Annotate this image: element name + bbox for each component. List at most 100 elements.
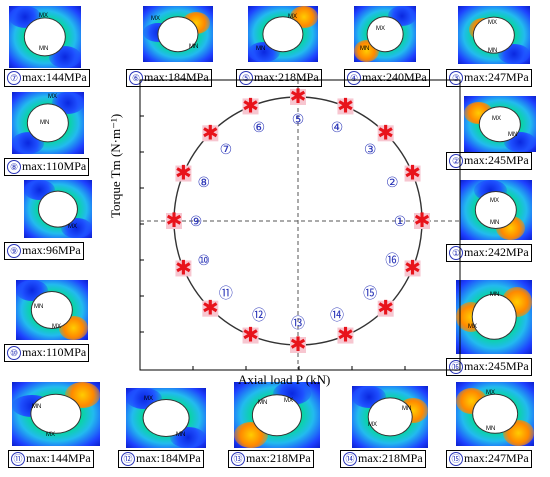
marker-halo xyxy=(377,300,394,317)
contour-tag: MN xyxy=(176,432,186,438)
contour-tag: MN xyxy=(360,46,370,52)
panel-label: ⑮ max:247MPa xyxy=(446,450,532,468)
marker-halo xyxy=(166,213,182,229)
marker-halo xyxy=(290,89,306,105)
contour-tag: MN xyxy=(39,46,49,52)
load-point-marker: ✱ xyxy=(404,161,421,185)
contour-tag: MN xyxy=(402,406,412,412)
panel-number: ⑯ xyxy=(449,360,463,374)
load-point-label: ⑫ xyxy=(252,308,266,324)
panel-max: max:144MPa xyxy=(26,451,91,465)
panel-14: MX MN ⑭ max:218MPa xyxy=(338,382,442,472)
panel-number: ⑤ xyxy=(239,71,253,85)
panel-number: ⑪ xyxy=(11,452,25,466)
load-point-marker: ✱ xyxy=(377,296,394,320)
panel-label: ① max:242MPa xyxy=(446,244,532,262)
contour-tag: MX xyxy=(468,324,477,330)
load-point-marker: ✱ xyxy=(242,93,259,117)
stress-contour-11: MN MX xyxy=(12,382,100,446)
panel-max: max:110MPa xyxy=(22,345,87,359)
panel-label: ⑯ max:245MPa xyxy=(446,358,532,376)
panel-number: ⑭ xyxy=(343,452,357,466)
stress-contour-12: MX MN xyxy=(126,388,206,448)
marker-halo xyxy=(404,260,421,277)
contour-tag: MN xyxy=(508,132,518,138)
marker-halo xyxy=(202,300,219,317)
contour-tag: MX xyxy=(144,396,153,402)
marker-halo xyxy=(175,260,192,277)
x-axis-label: Axial load P (kN) xyxy=(238,372,331,387)
panel-4: MX MN ④ max:240MPa xyxy=(344,6,438,90)
panel-9: MX ⑨ max:96MPa xyxy=(4,180,94,264)
panel-max: max:245MPa xyxy=(464,153,529,167)
panel-max: max:184MPa xyxy=(136,451,201,465)
load-point-label: ⑯ xyxy=(385,253,399,269)
panel-11: MN MX ⑪ max:144MPa xyxy=(4,382,108,472)
load-point-marker: ✱ xyxy=(290,84,307,108)
contour-tag: MX xyxy=(376,26,385,32)
stress-contour-9: MX xyxy=(24,180,92,238)
contour-tag: MX xyxy=(48,94,57,100)
panel-max: max:245MPa xyxy=(464,359,529,373)
contour-tag: MN xyxy=(256,46,266,52)
panel-number: ⑮ xyxy=(449,452,463,466)
panel-number: ⑦ xyxy=(7,71,21,85)
panel-max: max:218MPa xyxy=(358,451,423,465)
panel-number: ⑩ xyxy=(7,346,21,360)
panel-label: ⑧ max:110MPa xyxy=(4,158,90,176)
marker-halo xyxy=(242,327,259,344)
contour-tag: MX xyxy=(490,198,499,204)
y-axis-label: Torque Tm (N·m⁻¹) xyxy=(108,113,123,218)
load-point-label: ⑨ xyxy=(190,214,203,230)
contour-tag: MN xyxy=(490,220,500,226)
stress-contour-1: MX MN xyxy=(460,180,532,240)
panel-label: ⑪ max:144MPa xyxy=(8,450,94,468)
load-point-label: ⑭ xyxy=(330,308,344,324)
contour-tag: MX xyxy=(46,432,55,438)
panel-max: max:144MPa xyxy=(22,70,87,84)
stress-contour-14: MX MN xyxy=(352,386,428,448)
panel-7: MX MN ⑦ max:144MPa xyxy=(4,6,90,90)
panel-16: MX MN ⑯ max:245MPa xyxy=(446,280,546,376)
panel-number: ⑬ xyxy=(231,452,245,466)
contour-tag: MX xyxy=(68,224,77,230)
panel-max: max:110MPa xyxy=(22,159,87,173)
stress-contour-4: MX MN xyxy=(354,6,416,62)
panel-6: MX MN ⑥ max:184MPa xyxy=(126,6,220,90)
panel-label: ② max:245MPa xyxy=(446,152,532,170)
stress-contour-5: MX MN xyxy=(248,6,318,62)
load-point-marker: ✱ xyxy=(290,332,307,356)
panel-max: max:96MPa xyxy=(22,243,81,257)
marker-halo xyxy=(337,327,354,344)
stress-contour-16: MX MN xyxy=(456,280,532,354)
panel-max: max:242MPa xyxy=(464,245,529,259)
marker-halo xyxy=(175,165,192,182)
load-point-marker: ✱ xyxy=(166,208,183,232)
marker-halo xyxy=(290,337,306,353)
panel-label: ③ max:247MPa xyxy=(446,69,532,87)
marker-halo xyxy=(377,125,394,142)
contour-tag: MX xyxy=(52,324,61,330)
load-path-diagram: ✱①✱②✱③✱④✱⑤✱⑥✱⑦✱ ⑧✱ ⑨✱ ⑩✱⑪✱⑫✱⑬ ✱⑭ ✱⑮✱⑯ xyxy=(139,79,461,371)
load-point-marker: ✱ xyxy=(175,161,192,185)
panel-label: ⑩ max:110MPa xyxy=(4,344,90,362)
load-point-marker: ✱ xyxy=(377,120,394,144)
stress-contour-13: MX MN xyxy=(234,382,320,448)
contour-tag: MN xyxy=(258,400,268,406)
stress-contour-7: MX MN xyxy=(9,6,81,68)
load-point-label: ⑧ xyxy=(197,175,210,191)
stress-contour-10: MN MX xyxy=(16,280,88,340)
load-point-marker: ✱ xyxy=(414,208,431,232)
contour-tag: MN xyxy=(40,120,50,126)
panel-number: ⑥ xyxy=(129,71,143,85)
panel-number: ① xyxy=(449,246,463,260)
panel-number: ③ xyxy=(449,71,463,85)
load-point-label: ② xyxy=(386,175,399,191)
stress-contour-8: MX MN xyxy=(12,92,84,154)
panel-12: MX MN ⑫ max:184MPa xyxy=(116,382,220,472)
contour-tag: MX xyxy=(368,422,377,428)
markers-group: ✱①✱②✱③✱④✱⑤✱⑥✱⑦✱ ⑧✱ ⑨✱ ⑩✱⑪✱⑫✱⑬ ✱⑭ ✱⑮✱⑯ xyxy=(166,84,431,356)
panel-8: MX MN ⑧ max:110MPa xyxy=(4,92,94,178)
load-point-label: ⑦ xyxy=(220,142,233,158)
panel-15: MX MN ⑮ max:247MPa xyxy=(446,382,546,472)
